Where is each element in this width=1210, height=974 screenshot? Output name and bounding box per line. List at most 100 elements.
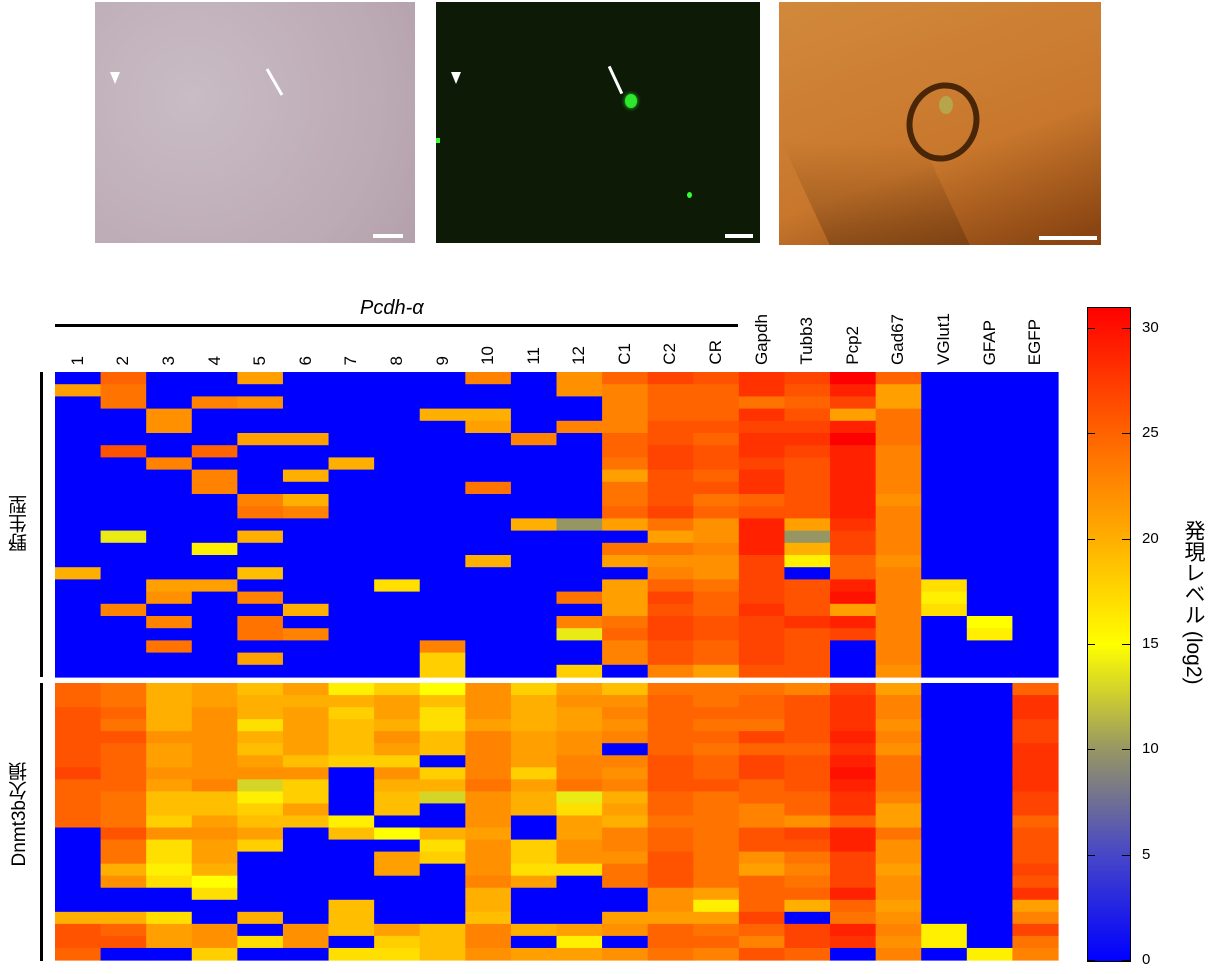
heatmap-cell: [602, 851, 649, 865]
heatmap-cell: [921, 664, 968, 678]
heatmap-cell: [921, 767, 968, 780]
heatmap-cell: [647, 683, 694, 696]
heatmap-cell: [374, 506, 421, 519]
heatmap-cell: [556, 815, 603, 829]
heatmap-cell: [647, 719, 694, 732]
heatmap-cell: [146, 372, 193, 385]
heatmap-cell: [146, 542, 193, 556]
heatmap-cell: [328, 755, 375, 768]
heatmap-cell: [556, 640, 603, 654]
heatmap-cell: [738, 591, 786, 605]
heatmap-cell: [374, 530, 421, 544]
heatmap-cell: [830, 779, 877, 792]
heatmap-cell: [693, 791, 740, 805]
heatmap-cell: [784, 947, 831, 961]
heatmap-cell: [966, 815, 1014, 829]
heatmap-cell: [282, 384, 330, 397]
heatmap-cell: [966, 803, 1014, 817]
heatmap-cell: [100, 457, 147, 471]
heatmap-cell: [556, 616, 603, 629]
heatmap-cell: [921, 875, 968, 889]
heatmap-cell: [602, 652, 649, 666]
heatmap-cell: [784, 567, 831, 580]
heatmap-cell: [966, 683, 1014, 696]
heatmap-cell: [55, 420, 102, 434]
heatmap-cell: [328, 707, 375, 720]
heatmap-cell: [146, 396, 193, 410]
heatmap-cell: [602, 683, 649, 696]
heatmap-cell: [738, 494, 786, 507]
heatmap-cell: [282, 640, 330, 654]
heatmap-cell: [510, 923, 558, 937]
heatmap-cell: [693, 640, 740, 654]
heatmap-cell: [647, 935, 694, 949]
heatmap-cell: [237, 481, 284, 495]
heatmap-cell: [738, 469, 786, 483]
heatmap-cell: [556, 518, 603, 532]
heatmap-cell: [282, 579, 330, 593]
heatmap-cell: [738, 743, 786, 756]
heatmap-cell: [328, 743, 375, 756]
heatmap-cell: [55, 372, 102, 385]
heatmap-cell: [784, 779, 831, 792]
heatmap-cell: [830, 420, 877, 434]
heatmap-cell: [419, 851, 466, 865]
heatmap-cell: [966, 445, 1014, 458]
heatmap-cell: [419, 695, 466, 708]
heatmap-cell: [647, 530, 694, 544]
heatmap-cell: [419, 384, 466, 397]
heatmap-cell: [237, 640, 284, 654]
heatmap-cell: [556, 530, 603, 544]
heatmap-cell: [465, 372, 512, 385]
heatmap-cell: [602, 384, 649, 397]
heatmap-cell: [191, 420, 238, 434]
heatmap-cell: [1012, 408, 1059, 422]
heatmap-cell: [419, 863, 466, 877]
heatmap-cell: [237, 947, 284, 961]
heatmap-cell: [830, 875, 877, 889]
heatmap-cell: [921, 640, 968, 654]
heatmap-cell: [191, 911, 238, 925]
heatmap-cell: [374, 947, 421, 961]
brightfield-image: [95, 2, 415, 243]
heatmap-cell: [191, 506, 238, 519]
heatmap-cell: [465, 591, 512, 605]
heatmap-cell: [966, 827, 1014, 841]
heatmap-cell: [146, 408, 193, 422]
heatmap-cell: [556, 791, 603, 805]
heatmap-cell: [419, 719, 466, 732]
heatmap-cell: [146, 887, 193, 901]
heatmap-cell: [146, 530, 193, 544]
heatmap-cell: [647, 457, 694, 471]
heatmap-cell: [328, 396, 375, 410]
heatmap-cell: [602, 555, 649, 568]
heatmap-cell: [237, 911, 284, 925]
heatmap-cell: [693, 803, 740, 817]
heatmap-cell: [510, 481, 558, 495]
heatmap-cell: [510, 420, 558, 434]
heatmap-cell: [693, 875, 740, 889]
heatmap-cell: [875, 445, 922, 458]
heatmap-cell: [556, 911, 603, 925]
heatmap-cell: [693, 664, 740, 678]
heatmap-cell: [282, 875, 330, 889]
heatmap-cell: [419, 887, 466, 901]
heatmap-cell: [328, 506, 375, 519]
heatmap-cell: [830, 445, 877, 458]
heatmap-cell: [191, 935, 238, 949]
heatmap-cell: [237, 518, 284, 532]
heatmap-cell: [784, 815, 831, 829]
heatmap-cell: [556, 567, 603, 580]
heatmap-cell: [374, 779, 421, 792]
heatmap-cell: [966, 603, 1014, 617]
heatmap-cell: [510, 567, 558, 580]
heatmap-cell: [419, 555, 466, 568]
heatmap-cell: [830, 494, 877, 507]
colorbar-tick-mark: [1087, 328, 1095, 330]
heatmap-cell: [191, 875, 238, 889]
heatmap-cell: [100, 947, 147, 961]
heatmap-cell: [830, 755, 877, 768]
heatmap-cell: [1012, 743, 1059, 756]
heatmap-cell: [693, 707, 740, 720]
heatmap-cell: [328, 791, 375, 805]
